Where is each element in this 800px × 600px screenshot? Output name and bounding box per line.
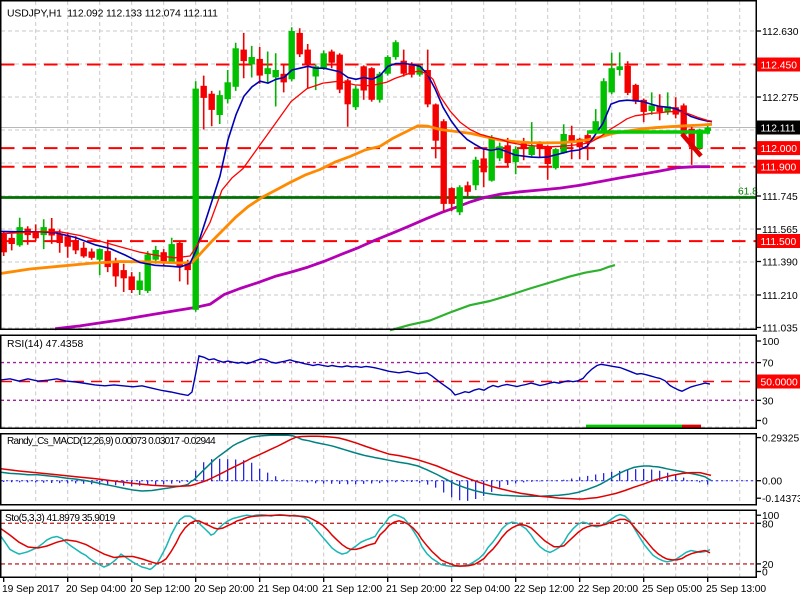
svg-text:112.275: 112.275 [762,93,799,104]
svg-text:22 Sep 12:00: 22 Sep 12:00 [514,584,574,595]
svg-text:111.745: 111.745 [762,192,798,203]
svg-text:USDJPY,H1 112.092 112.133 112: USDJPY,H1 112.092 112.133 112.074 112.11… [7,9,218,20]
svg-text:70: 70 [762,359,774,370]
svg-text:21 Sep 12:00: 21 Sep 12:00 [322,584,382,595]
svg-text:22 Sep 04:00: 22 Sep 04:00 [450,584,510,595]
svg-text:25 Sep 05:00: 25 Sep 05:00 [642,584,702,595]
svg-text:112.000: 112.000 [761,144,798,155]
svg-text:111.035: 111.035 [762,324,798,335]
svg-text:100: 100 [762,337,779,348]
svg-text:111.390: 111.390 [762,258,798,269]
svg-text:22 Sep 20:00: 22 Sep 20:00 [578,584,638,595]
svg-text:112.111: 112.111 [761,124,796,135]
svg-text:20 Sep 04:00: 20 Sep 04:00 [66,584,126,595]
svg-text:0: 0 [762,568,768,579]
svg-text:0: 0 [762,417,768,428]
svg-text:19 Sep 2017: 19 Sep 2017 [2,584,60,595]
svg-text:0.29325: 0.29325 [762,434,799,445]
svg-text:0.00: 0.00 [762,477,782,488]
svg-text:80: 80 [762,519,774,530]
svg-text:61.8: 61.8 [738,187,758,198]
svg-text:21 Sep 20:00: 21 Sep 20:00 [386,584,446,595]
svg-text:RSI(14) 47.4358: RSI(14) 47.4358 [7,339,83,350]
svg-text:111.900: 111.900 [761,163,797,174]
svg-text:-0.14373: -0.14373 [762,494,800,505]
svg-text:20 Sep 20:00: 20 Sep 20:00 [194,584,254,595]
svg-text:100: 100 [762,511,779,522]
svg-text:111.210: 111.210 [762,291,798,302]
svg-text:Randy_Cs_MACD(12,26,9) 0.00073: Randy_Cs_MACD(12,26,9) 0.00073 0.03017 -… [7,436,216,447]
svg-text:25 Sep 13:00: 25 Sep 13:00 [706,584,766,595]
svg-text:112.630: 112.630 [762,27,799,38]
svg-text:20: 20 [762,560,774,571]
svg-text:112.450: 112.450 [761,61,798,72]
svg-text:21 Sep 04:00: 21 Sep 04:00 [258,584,318,595]
svg-text:50.0000: 50.0000 [761,378,798,389]
svg-text:20 Sep 12:00: 20 Sep 12:00 [130,584,190,595]
svg-text:Sto(5,3,3) 41.8979 35.9019: Sto(5,3,3) 41.8979 35.9019 [5,513,116,524]
svg-text:30: 30 [762,396,774,407]
svg-text:111.565: 111.565 [762,225,798,236]
svg-text:111.500: 111.500 [761,237,797,248]
